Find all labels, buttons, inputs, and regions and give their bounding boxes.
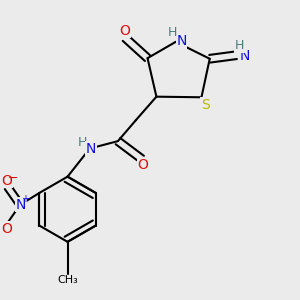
Text: H: H <box>78 136 87 149</box>
Text: O: O <box>137 158 148 172</box>
Text: +: + <box>22 194 29 205</box>
Text: N: N <box>239 49 250 63</box>
Text: S: S <box>201 98 209 112</box>
Text: H: H <box>235 39 244 52</box>
Text: CH₃: CH₃ <box>57 275 78 285</box>
Text: O: O <box>119 24 130 38</box>
Text: N: N <box>16 198 26 212</box>
Text: N: N <box>176 34 187 48</box>
Text: H: H <box>168 26 177 39</box>
Text: O: O <box>2 173 13 188</box>
Text: N: N <box>85 142 96 155</box>
Text: −: − <box>8 172 18 184</box>
Text: O: O <box>2 222 13 236</box>
